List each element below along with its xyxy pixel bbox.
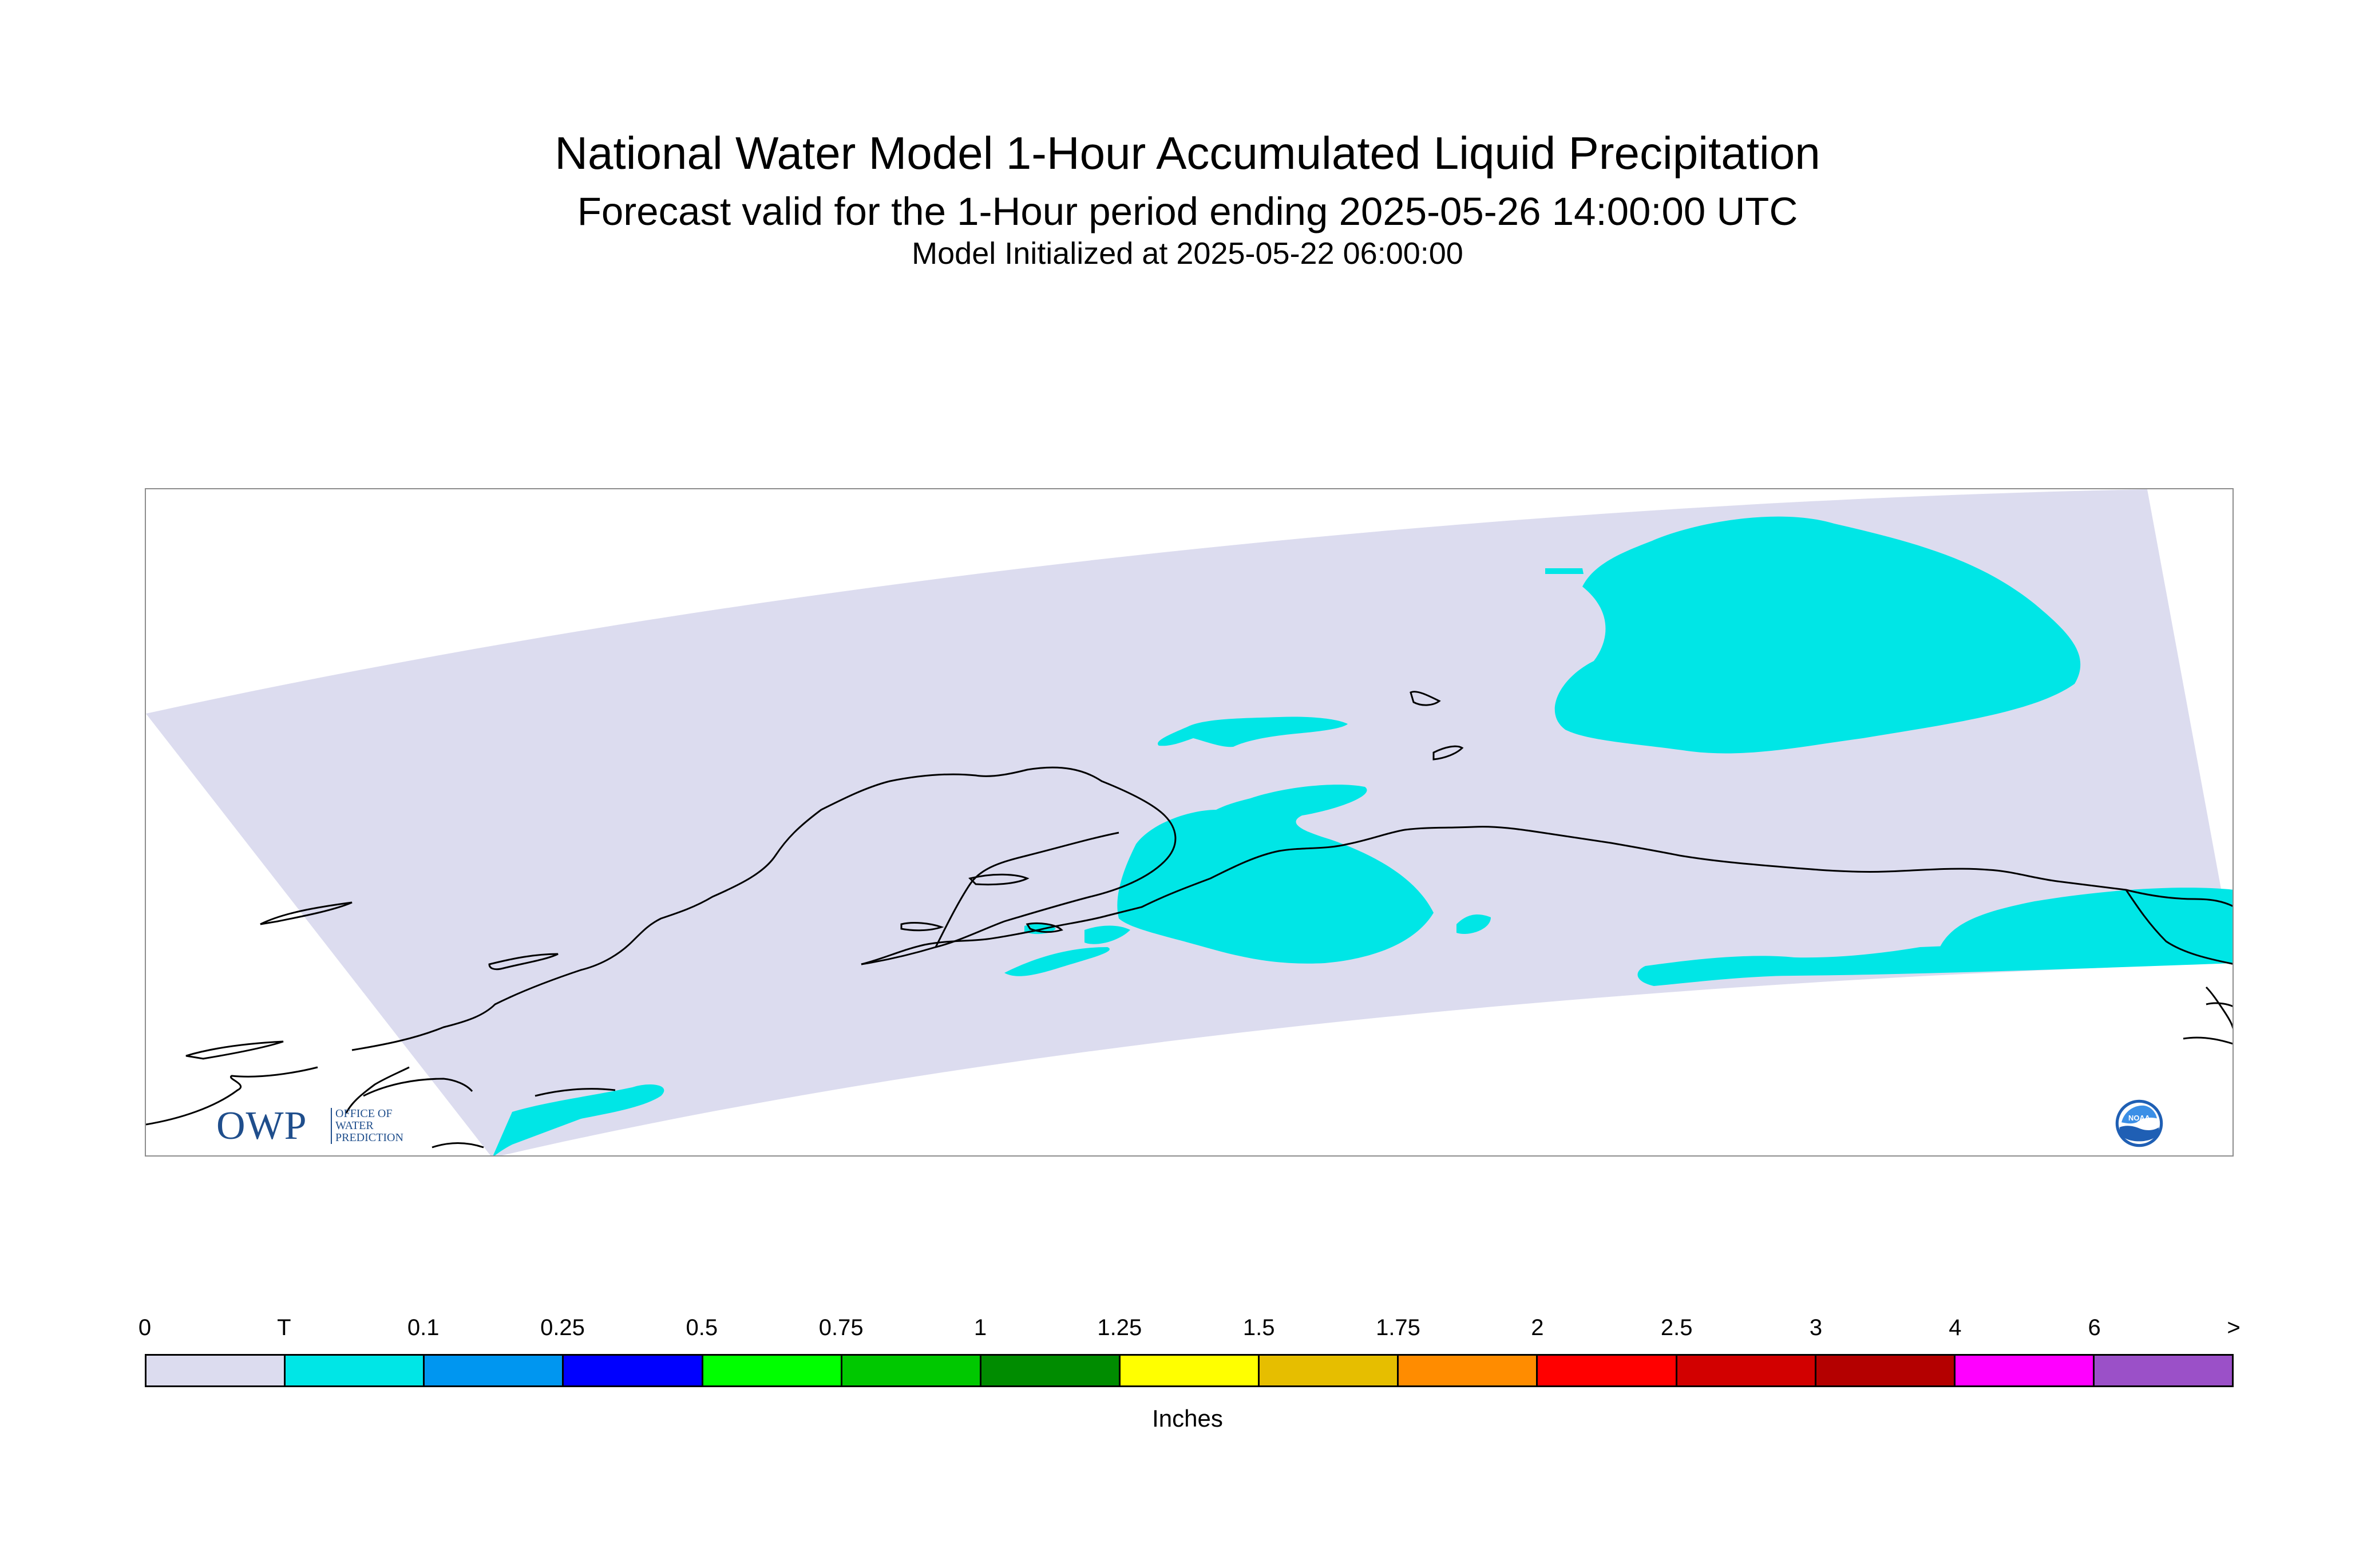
- colorbar-cell: [1260, 1356, 1399, 1385]
- colorbar-cell: [1955, 1356, 2095, 1385]
- colorbar-tick-label: T: [277, 1315, 291, 1340]
- colorbar: [145, 1354, 2234, 1387]
- colorbar-tick-label: 2: [1531, 1315, 1544, 1340]
- map-panel: [145, 488, 2234, 1157]
- precip-area-north-sliver: [1545, 568, 1584, 574]
- colorbar-units-label: Inches: [1152, 1405, 1223, 1432]
- colorbar-cell: [286, 1356, 425, 1385]
- precip-areas: [493, 516, 2232, 1155]
- owp-logo-line1: OFFICE OF: [335, 1107, 393, 1120]
- coastline-west-lakes: [185, 901, 353, 1060]
- coastline-island-3: [1432, 745, 1464, 761]
- noaa-logo-sky: [2121, 1105, 2157, 1124]
- precip-area-southwest: [493, 1084, 664, 1155]
- precip-area-central-sliver: [1004, 947, 1110, 976]
- owp-logo-subtitle: OFFICE OF WATER PREDICTION: [331, 1108, 403, 1144]
- coastline-island-2: [1410, 691, 1441, 706]
- colorbar-tick-label: 1.75: [1376, 1315, 1420, 1340]
- owp-logo: OWP OFFICE OF WATER PREDICTION: [216, 1103, 428, 1149]
- noaa-logo-wave: [2119, 1126, 2159, 1142]
- colorbar-cell: [2094, 1356, 2232, 1385]
- precip-area-central: [1117, 785, 1434, 964]
- colorbar-tick-label: 4: [1949, 1315, 1962, 1340]
- map-title: National Water Model 1-Hour Accumulated …: [555, 128, 1820, 179]
- colorbar-cell: [1399, 1356, 1538, 1385]
- colorbar-tick-label: 0: [138, 1315, 152, 1340]
- colorbar-tick-label: 0.1: [407, 1315, 440, 1340]
- noaa-logo-text: NOAA: [2128, 1114, 2150, 1122]
- precip-area-north-small: [1158, 716, 1348, 747]
- precip-area-northeast: [1554, 516, 2081, 754]
- coastline-island-1: [488, 953, 559, 971]
- owp-logo-line3: PREDICTION: [335, 1131, 403, 1144]
- noaa-logo: NOAA: [2115, 1099, 2163, 1147]
- colorbar-cell: [703, 1356, 842, 1385]
- coastline-interior-river: [935, 831, 1119, 948]
- forecast-valid-subtitle: Forecast valid for the 1-Hour period end…: [577, 189, 1798, 233]
- colorbar-cell: [842, 1356, 981, 1385]
- colorbar-tick-label: 2.5: [1660, 1315, 1693, 1340]
- coastline-alaska-peninsula: [861, 826, 2232, 965]
- coastline-far-east-islands: [2183, 1002, 2232, 1045]
- colorbar-tick-label: 0.25: [540, 1315, 585, 1340]
- coastline-southwest-islands: [363, 1078, 616, 1149]
- owp-logo-line2: WATER: [335, 1119, 374, 1132]
- colorbar-cell: [1120, 1356, 1260, 1385]
- precip-area-far-east: [1937, 888, 2232, 967]
- colorbar-tick-label: 6: [2088, 1315, 2101, 1340]
- colorbar-cell: [147, 1356, 286, 1385]
- precip-area-central-west: [1084, 925, 1130, 944]
- colorbar-tick-label: 0.5: [686, 1315, 718, 1340]
- map-canvas: [146, 489, 2232, 1155]
- colorbar-tick-label: 0.75: [818, 1315, 864, 1340]
- colorbar-cell: [981, 1356, 1121, 1385]
- coastline-lake-2: [968, 873, 1030, 886]
- coastline-southeast-alaska: [2125, 889, 2232, 1030]
- coastline-lake-1: [900, 922, 944, 932]
- model-init-subtitle: Model Initialized at 2025-05-22 06:00:00: [912, 236, 1463, 271]
- coastlines: [146, 691, 2232, 1149]
- coastline-west-coast: [345, 1066, 410, 1114]
- precip-area-coast-east: [1456, 914, 1491, 934]
- coastline-lake-3: [1026, 922, 1063, 933]
- colorbar-tick-label: >: [2227, 1315, 2241, 1340]
- colorbar-cell: [1816, 1356, 1956, 1385]
- colorbar-cell: [1677, 1356, 1816, 1385]
- colorbar-cell: [564, 1356, 703, 1385]
- owp-logo-letters: OWP: [216, 1104, 307, 1148]
- colorbar-tick-label: 1.5: [1242, 1315, 1275, 1340]
- colorbar-tick-label: 1: [973, 1315, 987, 1340]
- coastline-mainland: [146, 766, 1177, 1126]
- colorbar-cell: [425, 1356, 564, 1385]
- colorbar-tick-label: 3: [1809, 1315, 1823, 1340]
- colorbar-cell: [1538, 1356, 1677, 1385]
- colorbar-tick-label: 1.25: [1097, 1315, 1142, 1340]
